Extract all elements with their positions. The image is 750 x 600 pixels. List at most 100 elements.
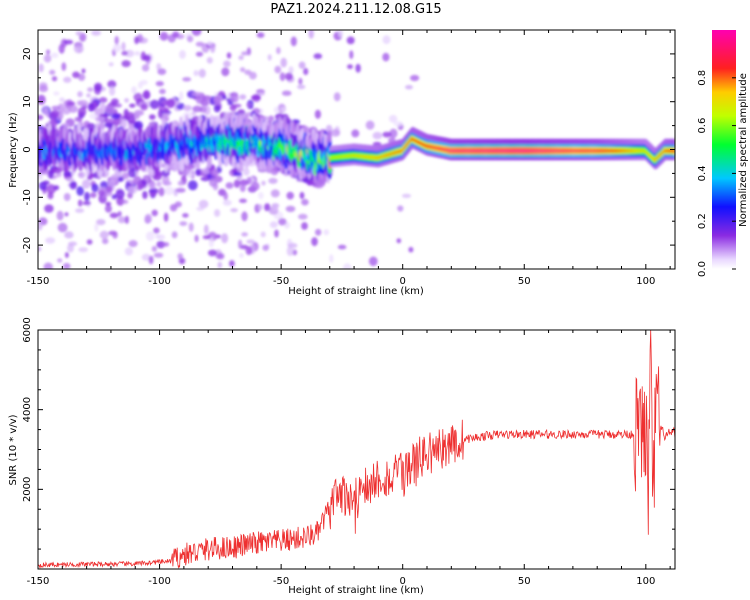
spectrogram-cell <box>346 36 355 45</box>
spectrogram-cell <box>188 222 194 232</box>
x-tick-label: 0 <box>400 276 406 287</box>
spectrogram-cell <box>270 165 279 176</box>
spectrogram-cell <box>672 138 675 146</box>
spectrogram-cell <box>157 68 167 75</box>
spectrogram-cell <box>279 72 286 82</box>
spectrogram-cell <box>122 172 130 180</box>
spectrogram-cell <box>225 182 234 189</box>
spectrogram-cell <box>191 91 202 97</box>
spectrogram-cell <box>246 102 252 108</box>
colorbar-tick-label: 0.8 <box>697 70 708 86</box>
spectrogram-cell <box>388 114 398 123</box>
spectrogram-cell <box>182 77 192 82</box>
spectrogram-cell <box>98 97 108 103</box>
spectrogram-cell <box>230 208 238 213</box>
spectrogram-cell <box>191 111 197 116</box>
snr-series-line <box>38 330 675 569</box>
spectrogram-cell <box>276 47 281 55</box>
spectrogram-cell <box>105 201 112 206</box>
spectrogram-cell <box>48 169 54 179</box>
spectrogram-cell <box>258 192 264 200</box>
x-tick-label: 50 <box>518 276 531 287</box>
spectrogram-cell <box>396 238 402 244</box>
spectrogram-cell <box>244 69 252 76</box>
spectrogram-cell <box>128 240 138 248</box>
spectrogram-cell <box>163 107 169 114</box>
spectrogram-cell <box>114 35 119 45</box>
y-tick-label: 2000 <box>22 477 33 502</box>
spectrogram-cell <box>206 57 213 64</box>
spectrogram-cell <box>164 186 174 195</box>
spectrogram-cell <box>372 131 383 140</box>
spectrogram-cell <box>109 86 116 96</box>
spectrogram-cell <box>75 31 83 36</box>
colorbar-label: Normalized spectral amplitude <box>738 73 749 227</box>
spectrogram-cell <box>105 186 113 193</box>
spectrogram-cell <box>333 92 341 102</box>
y-tick-label: -20 <box>22 237 33 253</box>
spectrogram-cell <box>47 192 54 200</box>
snr-ticks: -150 -100 -50 0 50 100 2000 4000 6000 <box>22 317 675 587</box>
spectrogram-x-axis-label: Height of straight line (km) <box>288 286 424 297</box>
spectrogram-cell <box>156 181 162 187</box>
spectrogram-cell <box>238 55 244 60</box>
spectrogram-cell <box>82 201 91 206</box>
spectrogram-cell <box>221 67 230 77</box>
spectrogram-cell <box>177 180 184 186</box>
spectrogram-cell <box>185 114 189 127</box>
spectrogram-cell <box>393 120 403 127</box>
spectrogram-cell <box>81 68 86 74</box>
spectrogram-cell <box>88 158 93 172</box>
x-tick-label: -100 <box>148 576 171 587</box>
spectrogram-cell <box>104 204 112 213</box>
spectrogram-cell <box>66 101 76 106</box>
spectrogram-cell <box>88 102 95 112</box>
spectrogram-cell <box>275 113 284 121</box>
spectrogram-cell <box>98 121 105 132</box>
spectrogram-cell <box>44 204 54 213</box>
spectrogram-cell <box>187 163 193 171</box>
spectrogram-cell <box>49 69 56 75</box>
spectrogram-cell <box>223 60 231 68</box>
spectrogram-cell <box>183 105 192 111</box>
spectrogram-cell <box>261 180 266 186</box>
spectrogram-cell <box>226 52 232 59</box>
spectrogram-cell <box>121 41 126 51</box>
spectrogram-cell <box>213 95 221 106</box>
spectrogram-cell <box>75 208 85 213</box>
spectrogram-cell <box>38 63 44 73</box>
spectrogram-cell <box>401 193 412 198</box>
spectrogram-cell <box>149 114 156 120</box>
spectrogram-cell <box>233 179 241 188</box>
spectrogram-cell <box>182 213 189 218</box>
spectrogram-cell <box>175 187 186 193</box>
spectrogram-cell <box>97 189 105 196</box>
spectrogram-cell <box>274 229 279 238</box>
spectrogram-cell <box>78 100 89 107</box>
spectrogram-cell <box>165 98 176 109</box>
y-tick-label: 4000 <box>22 397 33 422</box>
spectrogram-cell <box>121 60 131 68</box>
spectrogram-cell <box>143 54 151 62</box>
spectrogram-cell <box>38 246 42 252</box>
spectrogram-cell <box>109 212 119 219</box>
spectrogram-cell <box>258 204 263 211</box>
spectrogram-cell <box>198 199 209 209</box>
spectrogram-cell <box>249 71 257 80</box>
spectrogram-cell <box>313 53 323 60</box>
spectrogram-cell <box>208 154 212 168</box>
spectrogram-cell <box>77 199 83 207</box>
spectrogram-cell <box>268 159 272 173</box>
spectrogram-cell <box>114 103 122 108</box>
spectrogram-cell <box>162 242 170 247</box>
spectrogram-cell <box>127 168 137 178</box>
spectrogram-cell <box>120 118 127 129</box>
spectrogram-cell <box>102 238 109 245</box>
y-tick-label: 10 <box>22 95 33 108</box>
spectrogram-cell <box>99 102 106 113</box>
spectrogram-cell <box>51 76 58 82</box>
spectrogram-cell <box>202 167 210 175</box>
spectrogram-cell <box>351 129 360 138</box>
spectrogram-cell <box>239 184 246 192</box>
spectrogram-cell <box>246 239 255 244</box>
